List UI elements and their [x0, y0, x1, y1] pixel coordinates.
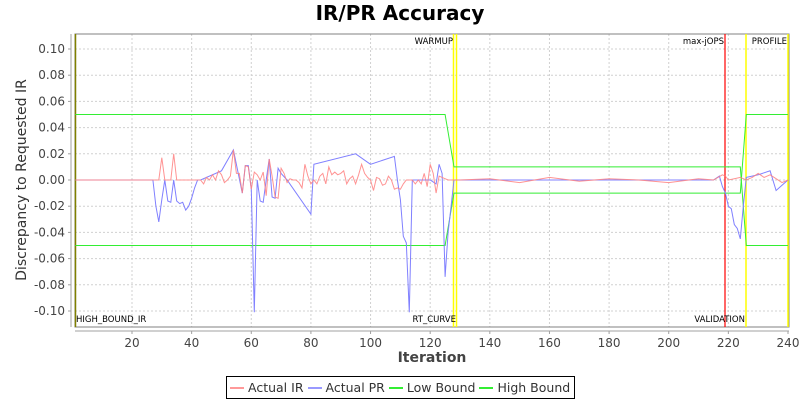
low-bound-swatch-icon: [388, 386, 403, 389]
y-axis-label: Discrepancy to Requested IR: [14, 79, 30, 281]
actual-ir-swatch-icon: [230, 386, 244, 389]
svg-text:160: 160: [538, 336, 561, 350]
svg-text:40: 40: [184, 336, 199, 350]
actual-pr-swatch-icon: [307, 386, 322, 389]
svg-text:-0.02: -0.02: [34, 199, 65, 213]
svg-text:120: 120: [419, 336, 442, 350]
svg-text:200: 200: [657, 336, 680, 350]
svg-text:0.00: 0.00: [38, 173, 65, 187]
svg-text:0.04: 0.04: [38, 121, 65, 135]
legend-label: High Bound: [497, 380, 571, 395]
svg-text:-0.08: -0.08: [34, 278, 65, 292]
svg-text:-0.06: -0.06: [34, 252, 65, 266]
actual-ir-line: [75, 149, 789, 200]
svg-text:-0.04: -0.04: [34, 225, 65, 239]
legend-item-actual-pr: Actual PR: [307, 380, 385, 395]
svg-text:220: 220: [717, 336, 740, 350]
svg-text:0.08: 0.08: [38, 68, 65, 82]
high-bound-swatch-icon: [479, 386, 494, 389]
marker-label: max-jOPS: [683, 37, 724, 47]
marker-label: HIGH_BOUND_IR: [76, 315, 146, 325]
svg-text:240: 240: [777, 336, 800, 350]
marker-label: PROFILE: [752, 37, 787, 47]
svg-text:80: 80: [303, 336, 318, 350]
svg-text:100: 100: [359, 336, 382, 350]
actual-pr-line: [75, 148, 789, 313]
legend-item-actual-ir: Actual IR: [230, 380, 304, 395]
high-bound-line: [75, 114, 788, 246]
data-series: [75, 114, 789, 313]
legend-item-high-bound: High Bound: [479, 380, 570, 395]
marker-label: RT_CURVE: [412, 315, 456, 325]
axes: 0.10 0.08 0.06 0.04 0.02 0.00 -0.02 -0.04 -0.06 -…: [34, 33, 800, 350]
svg-text:180: 180: [598, 336, 621, 350]
marker-label: WARMUP: [415, 37, 453, 47]
svg-text:0.02: 0.02: [38, 147, 65, 161]
svg-text:140: 140: [478, 336, 501, 350]
legend-item-low-bound: Low Bound: [388, 380, 476, 395]
legend-label: Actual PR: [325, 380, 385, 395]
low-bound-line: [75, 114, 788, 246]
svg-text:0.06: 0.06: [38, 94, 65, 108]
legend-label: Actual IR: [248, 380, 304, 395]
svg-text:-0.10: -0.10: [34, 304, 65, 318]
phase-marker-labels: HIGH_BOUND_IR WARMUP RT_CURVE max-jOPS VALID…: [76, 37, 787, 325]
svg-text:20: 20: [124, 336, 139, 350]
chart-title: IR/PR Accuracy: [315, 1, 485, 25]
legend: Actual IR Actual PR Low Bound High Bound: [226, 376, 576, 399]
legend-label: Low Bound: [406, 380, 476, 395]
marker-label: VALIDATION: [694, 315, 745, 325]
grid-lines: [75, 34, 789, 327]
x-axis-label: Iteration: [397, 350, 467, 366]
svg-text:0.10: 0.10: [38, 42, 65, 56]
svg-text:60: 60: [244, 336, 259, 350]
